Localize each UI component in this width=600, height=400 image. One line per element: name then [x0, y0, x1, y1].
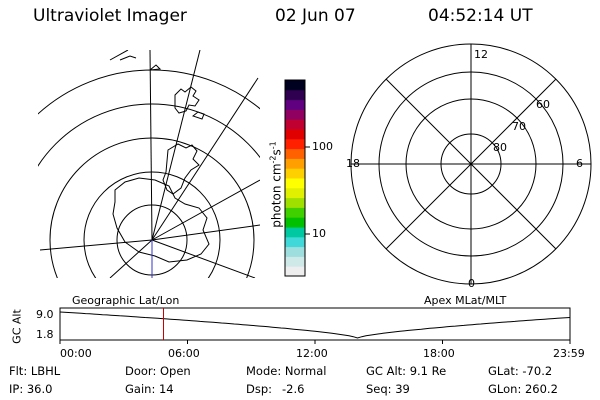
colorbar-swatch	[285, 99, 305, 110]
colorbar-swatch	[285, 138, 305, 150]
timeline-left-title: Geographic Lat/Lon	[72, 294, 180, 307]
colorbar-swatch	[285, 256, 305, 267]
coastline	[174, 86, 200, 114]
colorbar-swatch	[285, 109, 305, 120]
timeline-x-tick: 06:00	[168, 347, 200, 360]
colorbar-swatch	[285, 227, 305, 238]
mlt-label-dawn: 6	[576, 157, 583, 170]
colorbar-swatch	[285, 246, 305, 257]
timeline-x-tick: 00:00	[60, 347, 92, 360]
coastline	[119, 55, 205, 120]
coastline	[112, 177, 210, 263]
timeline-x-tick: 23:59	[553, 347, 585, 360]
timeline-x-tick: 18:00	[423, 347, 455, 360]
observation-time: 04:52:14 UT	[428, 6, 533, 26]
colorbar-swatch	[285, 197, 305, 208]
colorbar-swatch	[285, 178, 305, 189]
mode-status: Mode: Normal	[246, 364, 327, 378]
mlt-label-noon: 12	[474, 48, 488, 61]
timeline-right-title: Apex MLat/MLT	[424, 294, 507, 307]
colorbar-tick-label: 100	[312, 140, 333, 153]
dsp-label: Dsp:	[246, 382, 273, 396]
colorbar-swatch	[285, 187, 305, 199]
colorbar-tick-label: 10	[312, 227, 326, 240]
mlt-label-dusk: 18	[346, 157, 360, 170]
colorbar-swatch	[285, 236, 305, 248]
geo-latitude-status: GLat: -70.2	[488, 364, 553, 378]
dsp-value: -2.6	[282, 382, 305, 396]
ip-status: IP: 36.0	[9, 382, 53, 396]
sequence-status: Seq: 39	[366, 382, 410, 396]
colorbar-swatch	[285, 266, 305, 277]
lat-circle	[38, 103, 260, 167]
colorbar-swatch	[285, 89, 305, 101]
meridian	[151, 179, 260, 241]
meridian	[109, 239, 153, 278]
mlat-label: 60	[536, 98, 550, 111]
colorbar-swatch	[285, 80, 305, 91]
colorbar-swatch	[285, 158, 305, 169]
lat-circle	[49, 137, 255, 278]
gc-altitude-status: GC Alt: 9.1 Re	[366, 364, 447, 378]
mlt-line	[385, 78, 557, 250]
timeline-x-tick: 12:00	[296, 347, 328, 360]
colorbar-swatch	[285, 148, 305, 159]
altitude-curve	[59, 311, 571, 339]
timeline-y-tick: 1.8	[36, 328, 54, 341]
observation-date: 02 Jun 07	[275, 6, 356, 26]
instrument-title: Ultraviolet Imager	[33, 6, 187, 26]
coastline	[109, 50, 129, 61]
coastline	[162, 143, 200, 195]
mlat-label: 70	[512, 120, 526, 133]
door-status: Door: Open	[125, 364, 191, 378]
colorbar-swatch	[285, 119, 305, 130]
meridian	[39, 239, 153, 251]
meridian	[151, 224, 260, 241]
mlt-label-midnight: 0	[468, 277, 475, 290]
timeline-frame	[59, 307, 571, 341]
lat-circle	[83, 171, 221, 278]
color-bar-frame	[284, 79, 306, 277]
colorbar-swatch	[285, 168, 305, 179]
meridian	[151, 77, 259, 241]
colorbar-swatch	[285, 217, 305, 228]
timeline-y-tick: 9.0	[36, 308, 54, 321]
geo-longitude-status: GLon: 260.2	[488, 382, 558, 396]
colorbar-swatch	[285, 207, 305, 218]
filter-status: Flt: LBHL	[9, 364, 61, 378]
colorbar-swatch	[285, 129, 305, 140]
meridian	[149, 50, 153, 241]
mlat-label: 80	[493, 141, 507, 154]
meridian	[151, 239, 256, 278]
gain-status: Gain: 14	[125, 382, 174, 396]
